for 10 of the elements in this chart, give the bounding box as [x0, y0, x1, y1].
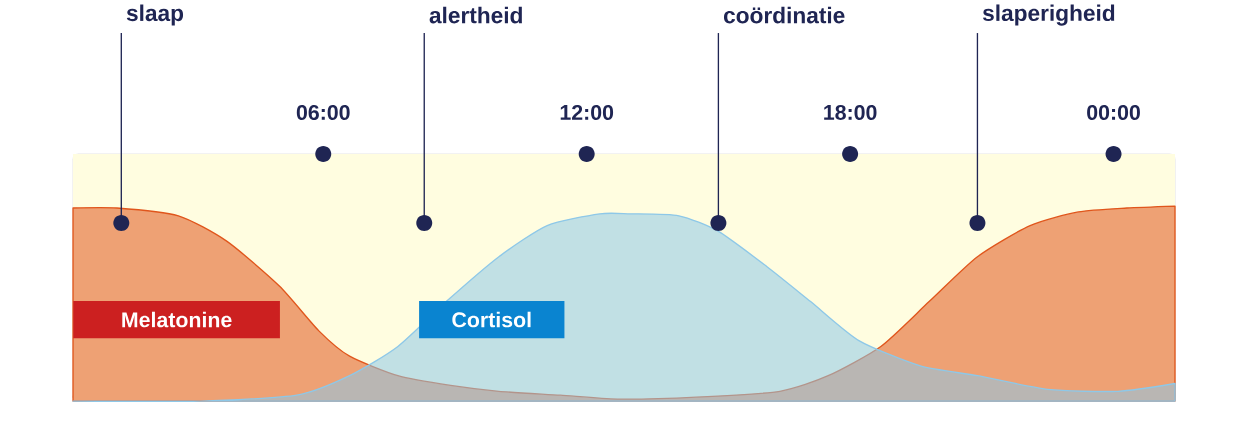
ref-line-label: slaperigheid: [982, 4, 1115, 26]
x-tick-label: 00:00: [1087, 104, 1140, 120]
x-tick-label: 12:00: [560, 104, 614, 120]
x-tick-label: 18:00: [824, 104, 877, 120]
series-label: Cortisol: [452, 311, 531, 328]
ref-line-label: alertheid: [429, 6, 522, 24]
ref-line-label: slaap: [126, 4, 184, 26]
x-tick-label: 06:00: [296, 104, 350, 120]
series-label: Melatonine: [122, 311, 232, 328]
ref-line-label: coördinatie: [723, 6, 845, 24]
